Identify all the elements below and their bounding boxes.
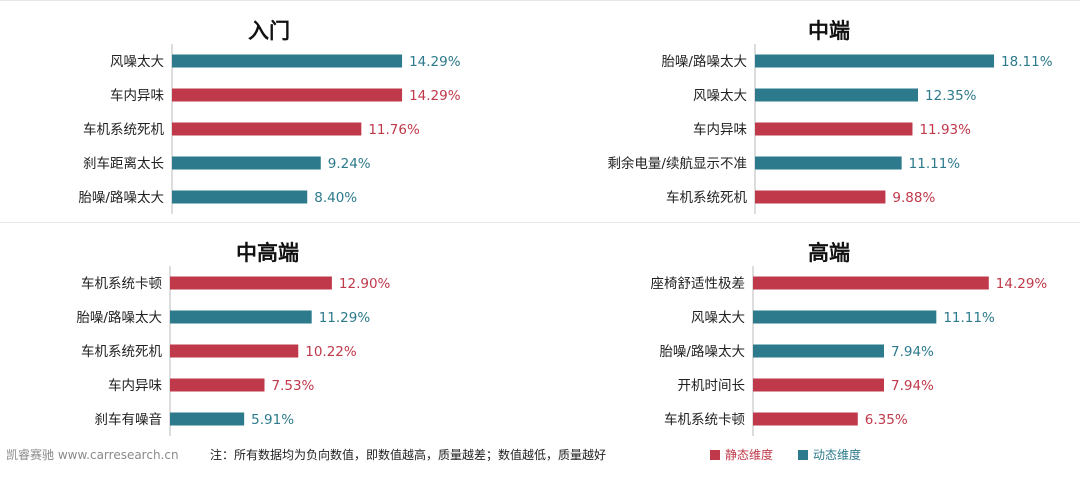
category-label: 车机系统卡顿 (664, 411, 745, 428)
category-label: 车机系统死机 (666, 189, 747, 206)
value-label: 14.29% (409, 54, 461, 70)
chart-title-entry: 入门 (248, 19, 290, 43)
bar (755, 156, 902, 170)
category-label: 胎噪/路噪太大 (76, 310, 162, 326)
bar (170, 344, 299, 358)
bar (170, 310, 312, 324)
value-label: 11.29% (319, 310, 371, 326)
value-label: 7.53% (272, 378, 315, 394)
chart-entry: 风噪太大 14.29% 车内异味 14.29% 车机系统死机 11.76% 刹车距离太长 9.… (78, 44, 461, 214)
value-label: 14.29% (409, 88, 461, 104)
value-label: 7.94% (891, 344, 934, 360)
bar (753, 378, 885, 392)
category-label: 胎噪/路噪太大 (659, 344, 745, 360)
bar (172, 190, 308, 204)
value-label: 11.93% (919, 122, 971, 138)
category-label: 座椅舒适性极差 (651, 276, 746, 292)
category-label: 刹车有噪音 (95, 411, 163, 428)
chart-title-midhigh: 中高端 (236, 241, 299, 265)
bar (755, 190, 886, 204)
category-label: 车内异味 (108, 377, 162, 394)
value-label: 11.11% (909, 156, 961, 172)
bar (753, 344, 885, 358)
category-label: 车内异味 (693, 121, 747, 138)
value-label: 12.90% (339, 276, 391, 292)
value-label: 18.11% (1001, 54, 1053, 70)
value-label: 9.24% (328, 156, 371, 172)
category-label: 风噪太大 (693, 88, 747, 104)
legend-static-label: 静态维度 (725, 448, 774, 462)
value-label: 8.40% (314, 190, 357, 206)
legend-dynamic-label: 动态维度 (813, 448, 862, 462)
value-label: 6.35% (865, 412, 908, 428)
value-label: 7.94% (891, 378, 934, 394)
bar (170, 276, 332, 290)
bar (172, 122, 362, 136)
value-label: 11.11% (943, 310, 995, 326)
category-label: 开机时间长 (678, 378, 746, 394)
category-label: 车内异味 (110, 87, 164, 104)
category-label: 车机系统死机 (83, 121, 164, 138)
bar (170, 412, 245, 426)
bar (753, 310, 937, 324)
value-label: 14.29% (996, 276, 1048, 292)
bar (755, 122, 913, 136)
category-label: 风噪太大 (691, 310, 745, 326)
value-label: 5.91% (251, 412, 294, 428)
chart-high: 座椅舒适性极差 14.29% 风噪太大 11.11% 胎噪/路噪太大 7.94% 开机时间长… (651, 266, 1048, 436)
category-label: 刹车距离太长 (83, 155, 164, 172)
category-label: 胎噪/路噪太大 (661, 54, 747, 70)
legend-dynamic-swatch (798, 449, 808, 460)
bar (755, 54, 995, 68)
footnote-text: 注：所有数据均为负向数值，即数值越高，质量越差；数值越低，质量越好 (210, 448, 607, 462)
category-label: 风噪太大 (110, 54, 164, 70)
bar (170, 378, 265, 392)
bar (755, 88, 919, 102)
legend-dynamic: 动态维度 (798, 446, 861, 463)
bar (172, 88, 403, 102)
value-label: 12.35% (925, 88, 977, 104)
value-label: 11.76% (368, 122, 420, 138)
legend-static: 静态维度 (710, 446, 773, 463)
divider-top (0, 0, 1080, 1)
category-label: 胎噪/路噪太大 (78, 190, 164, 206)
chart-title-high: 高端 (808, 241, 850, 265)
bar (753, 276, 989, 290)
category-label: 车机系统卡顿 (81, 275, 162, 292)
chart-midhigh: 车机系统卡顿 12.90% 胎噪/路噪太大 11.29% 车机系统死机 10.22% 车内异… (76, 266, 391, 436)
bar (172, 156, 321, 170)
chart-mid: 胎噪/路噪太大 18.11% 风噪太大 12.35% 车内异味 11.93% 剩余电量/续航… (607, 44, 1053, 214)
value-label: 9.88% (892, 190, 935, 206)
bar (753, 412, 858, 426)
value-label: 10.22% (305, 344, 357, 360)
category-label: 剩余电量/续航显示不准 (607, 155, 747, 172)
divider-horizontal (0, 222, 1080, 223)
source-text: 凯睿赛驰 www.carresearch.cn (6, 448, 179, 462)
chart-title-mid: 中端 (808, 19, 850, 43)
bar (172, 54, 403, 68)
legend-static-swatch (710, 449, 720, 460)
category-label: 车机系统死机 (81, 343, 162, 360)
